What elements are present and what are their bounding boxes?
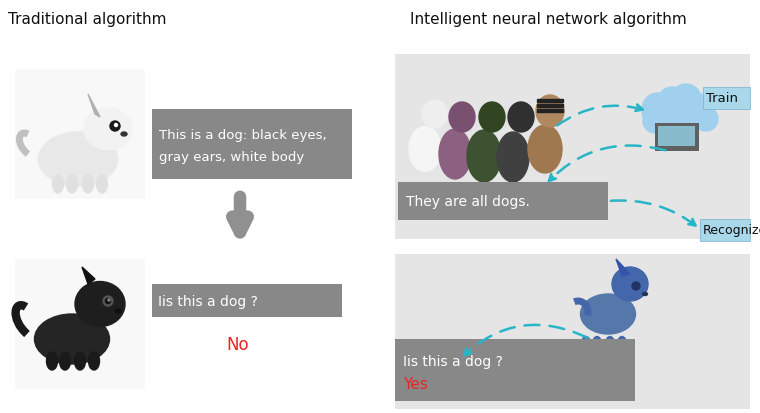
Ellipse shape bbox=[39, 133, 117, 186]
Text: Iis this a dog ?: Iis this a dog ? bbox=[403, 354, 503, 368]
Text: This is a dog: black eyes,: This is a dog: black eyes, bbox=[159, 129, 327, 142]
Bar bbox=[658, 127, 695, 147]
Ellipse shape bbox=[617, 337, 626, 351]
Ellipse shape bbox=[75, 282, 125, 327]
Circle shape bbox=[103, 296, 113, 306]
Bar bbox=[700, 219, 750, 242]
Text: No: No bbox=[226, 335, 249, 353]
Ellipse shape bbox=[38, 132, 118, 187]
Ellipse shape bbox=[581, 337, 591, 351]
Ellipse shape bbox=[52, 176, 64, 194]
Ellipse shape bbox=[581, 294, 635, 334]
Ellipse shape bbox=[606, 337, 615, 351]
Circle shape bbox=[687, 95, 713, 121]
Bar bbox=[152, 110, 352, 180]
Circle shape bbox=[694, 108, 718, 132]
Circle shape bbox=[110, 122, 120, 132]
Polygon shape bbox=[88, 95, 100, 118]
Circle shape bbox=[106, 299, 110, 304]
Ellipse shape bbox=[593, 337, 601, 351]
Ellipse shape bbox=[439, 130, 471, 180]
Bar bbox=[398, 183, 608, 221]
Ellipse shape bbox=[508, 103, 534, 133]
Bar bbox=[537, 100, 563, 103]
Circle shape bbox=[642, 94, 674, 126]
Ellipse shape bbox=[121, 133, 127, 137]
Ellipse shape bbox=[84, 109, 132, 151]
Text: Iis this a dog ?: Iis this a dog ? bbox=[158, 294, 258, 308]
Bar bbox=[152, 284, 342, 317]
Circle shape bbox=[632, 282, 640, 290]
Text: Intelligent neural network algorithm: Intelligent neural network algorithm bbox=[410, 12, 687, 27]
Text: Recognize: Recognize bbox=[703, 224, 760, 237]
Bar bbox=[15, 70, 145, 199]
Bar bbox=[655, 124, 699, 152]
Bar bbox=[537, 110, 563, 113]
Circle shape bbox=[643, 110, 667, 134]
Ellipse shape bbox=[97, 176, 107, 194]
Ellipse shape bbox=[115, 309, 121, 313]
Circle shape bbox=[115, 124, 118, 127]
Bar bbox=[537, 105, 563, 108]
Text: Traditional algorithm: Traditional algorithm bbox=[8, 12, 166, 27]
Bar bbox=[395, 339, 635, 401]
Ellipse shape bbox=[642, 293, 648, 296]
Ellipse shape bbox=[83, 176, 93, 194]
Ellipse shape bbox=[59, 352, 71, 370]
Bar bbox=[15, 259, 145, 389]
Ellipse shape bbox=[479, 103, 505, 133]
Bar bbox=[703, 88, 750, 110]
Ellipse shape bbox=[74, 352, 85, 370]
Ellipse shape bbox=[449, 103, 475, 133]
Ellipse shape bbox=[422, 101, 448, 129]
Ellipse shape bbox=[536, 96, 564, 128]
Circle shape bbox=[658, 88, 686, 116]
Ellipse shape bbox=[67, 176, 78, 194]
Text: They are all dogs.: They are all dogs. bbox=[406, 195, 530, 209]
Ellipse shape bbox=[612, 267, 648, 301]
Ellipse shape bbox=[46, 352, 58, 370]
Ellipse shape bbox=[497, 133, 529, 183]
Ellipse shape bbox=[409, 127, 441, 172]
Text: gray ears, white body: gray ears, white body bbox=[159, 151, 304, 164]
Ellipse shape bbox=[88, 352, 100, 370]
Circle shape bbox=[671, 85, 701, 115]
Polygon shape bbox=[82, 267, 95, 284]
Ellipse shape bbox=[34, 314, 109, 364]
Polygon shape bbox=[642, 95, 714, 135]
Polygon shape bbox=[616, 259, 630, 276]
Bar bbox=[395, 254, 750, 409]
Bar bbox=[395, 55, 750, 240]
Circle shape bbox=[108, 299, 110, 301]
Ellipse shape bbox=[467, 131, 501, 183]
Text: Yes: Yes bbox=[403, 377, 428, 392]
Text: Train: Train bbox=[706, 92, 738, 105]
Ellipse shape bbox=[528, 126, 562, 173]
